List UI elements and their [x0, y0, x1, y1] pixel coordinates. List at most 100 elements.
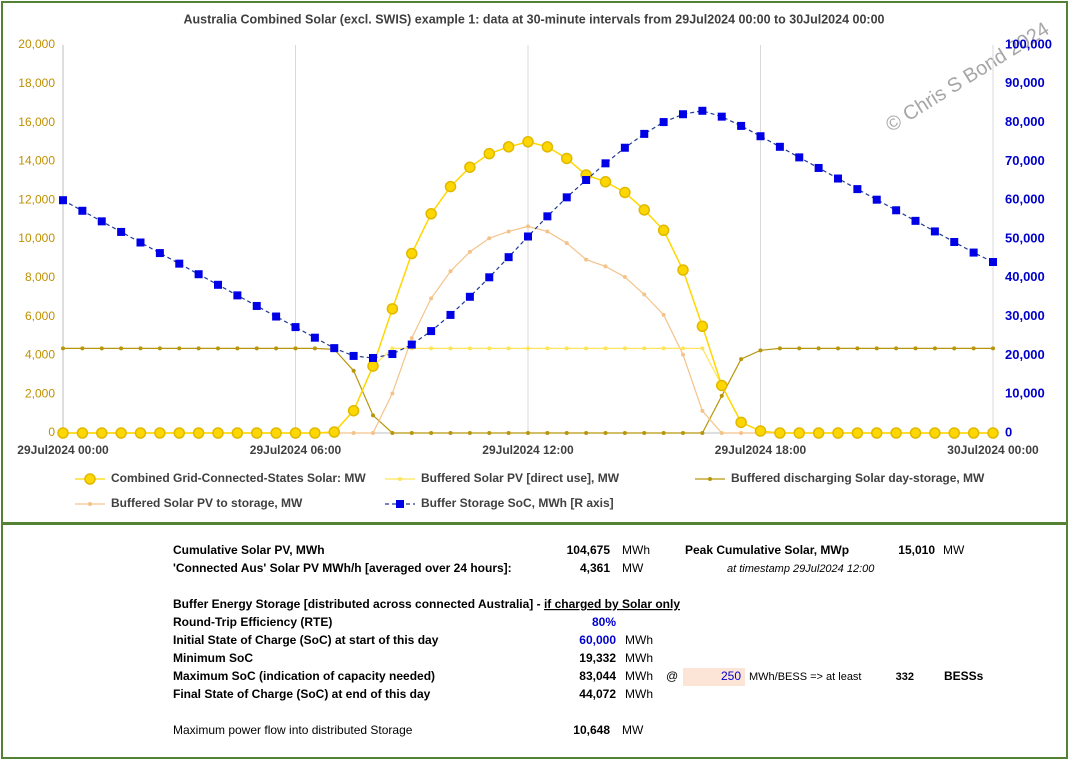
- marker: [371, 431, 375, 435]
- row-note: at timestamp 29Jul2024 12:00: [727, 563, 875, 575]
- row-label: Maximum SoC (indication of capacity need…: [173, 669, 435, 683]
- marker: [874, 346, 879, 351]
- marker: [504, 253, 513, 262]
- marker: [177, 346, 182, 351]
- chart-title: Australia Combined Solar (excl. SWIS) ex…: [184, 12, 885, 26]
- heading-text: Buffer Energy Storage [distributed acros…: [173, 597, 544, 611]
- marker: [601, 159, 610, 168]
- marker: [367, 360, 379, 372]
- marker: [390, 431, 395, 435]
- marker: [642, 346, 647, 351]
- row-unit: MW: [622, 723, 644, 737]
- marker: [816, 346, 821, 351]
- marker: [61, 346, 65, 351]
- section-heading: Buffer Energy Storage [distributed acros…: [173, 597, 680, 611]
- marker: [603, 431, 608, 435]
- marker: [425, 208, 437, 220]
- marker: [603, 346, 608, 351]
- row-value: 10,648: [573, 723, 610, 737]
- marker: [448, 269, 453, 274]
- marker: [541, 141, 554, 153]
- marker: [969, 248, 978, 257]
- marker: [950, 237, 959, 246]
- marker: [836, 346, 840, 351]
- marker: [351, 431, 356, 435]
- marker: [429, 296, 434, 301]
- marker: [659, 118, 668, 127]
- row-value: 44,072: [579, 687, 616, 701]
- marker: [407, 340, 416, 349]
- legend-marker: [398, 477, 402, 481]
- marker: [619, 186, 631, 199]
- marker: [716, 379, 728, 392]
- marker: [661, 431, 666, 435]
- marker: [584, 431, 589, 435]
- marker: [735, 416, 747, 429]
- marker: [173, 427, 185, 439]
- marker: [233, 291, 242, 300]
- legend-marker: [84, 473, 96, 485]
- marker: [349, 351, 358, 360]
- marker: [409, 336, 414, 341]
- marker: [231, 427, 244, 439]
- marker: [157, 346, 162, 351]
- marker: [700, 431, 705, 435]
- marker: [832, 427, 844, 439]
- marker: [485, 273, 494, 282]
- row-label: Minimum SoC: [173, 651, 253, 665]
- marker: [584, 257, 589, 262]
- marker: [293, 346, 298, 351]
- marker: [427, 327, 436, 336]
- marker: [429, 346, 434, 351]
- marker: [330, 344, 339, 353]
- row-label: Peak Cumulative Solar, MWp: [685, 543, 849, 557]
- row-label: Maximum power flow into distributed Stor…: [173, 723, 413, 737]
- marker: [351, 368, 356, 373]
- marker: [777, 346, 782, 351]
- input-cell[interactable]: [683, 668, 745, 686]
- marker: [252, 301, 261, 310]
- marker: [390, 391, 395, 396]
- marker: [872, 195, 881, 204]
- marker: [309, 427, 321, 439]
- marker: [487, 431, 492, 435]
- marker: [347, 404, 360, 417]
- row-value: 83,044: [579, 669, 616, 683]
- marker: [196, 346, 201, 351]
- marker: [775, 142, 784, 151]
- marker: [524, 232, 532, 241]
- row-unit: MWh: [625, 669, 653, 683]
- marker: [96, 427, 108, 439]
- marker: [599, 176, 612, 188]
- at-sign: @: [666, 669, 678, 683]
- y2-tick-label: 70,000: [1005, 153, 1045, 168]
- bess-size[interactable]: 250: [721, 669, 741, 683]
- row-unit: MWh: [622, 543, 650, 557]
- marker: [448, 431, 453, 435]
- marker: [754, 425, 767, 437]
- marker: [700, 346, 705, 351]
- plot: 0 2,000 4,000 6,000 8,000 10,000 12,000 14,000 1…: [17, 36, 1052, 457]
- y2-tick-label: 50,000: [1005, 230, 1045, 245]
- marker: [929, 427, 941, 439]
- marker: [467, 249, 472, 254]
- legend-marker: [396, 500, 404, 508]
- marker: [175, 259, 184, 268]
- x-tick-label: 29Jul2024 18:00: [715, 443, 807, 457]
- marker: [526, 431, 530, 435]
- bess-unit: MWh/BESS => at least: [749, 671, 862, 683]
- marker: [638, 204, 650, 216]
- row-unit: MW: [943, 543, 965, 557]
- legend-label: Buffered Solar PV to storage, MW: [111, 496, 303, 510]
- marker: [526, 224, 530, 229]
- legend-marker: [88, 502, 92, 506]
- marker: [793, 427, 805, 439]
- marker: [564, 346, 569, 351]
- row-value: 80%: [592, 615, 616, 629]
- y-tick-label: 4,000: [25, 348, 55, 362]
- marker: [487, 236, 492, 241]
- marker: [57, 427, 69, 439]
- row-value: 19,332: [579, 651, 616, 665]
- marker: [679, 110, 687, 119]
